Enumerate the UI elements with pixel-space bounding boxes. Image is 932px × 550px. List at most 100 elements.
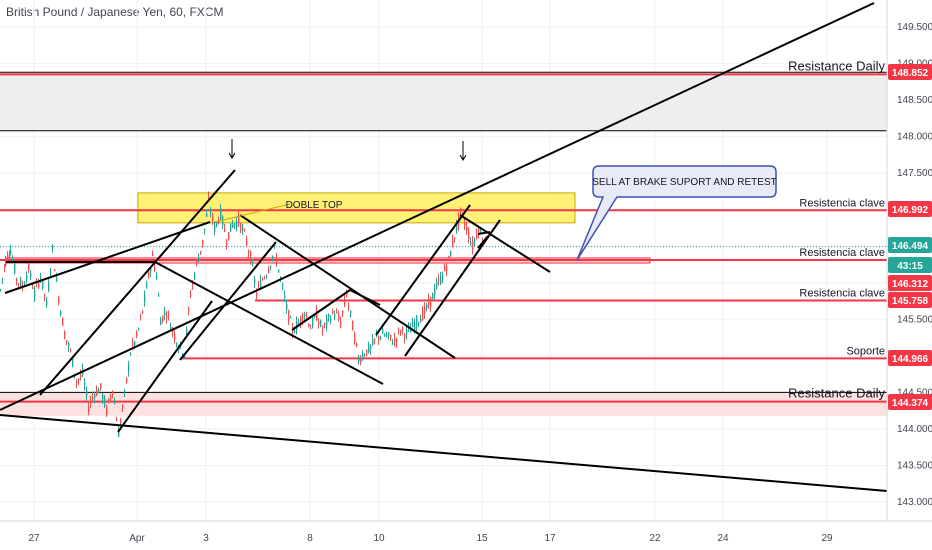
candle-body — [132, 342, 134, 346]
candle-body — [266, 275, 268, 277]
candle-body — [186, 328, 188, 335]
candle-body — [336, 312, 338, 314]
x-tick-label: 17 — [544, 533, 556, 544]
candle-body — [286, 303, 288, 310]
candle-body — [426, 304, 428, 308]
candle-body — [116, 419, 118, 422]
candle-body — [240, 223, 242, 232]
price-tag-label: 146.992 — [892, 205, 929, 216]
y-tick-label: 144.500 — [897, 387, 932, 398]
resistance-daily-zone-top — [0, 72, 887, 131]
candle-body — [454, 237, 456, 239]
candle-body — [222, 216, 224, 225]
candle-body — [200, 251, 202, 253]
candle-body — [202, 239, 204, 245]
candle-body — [416, 316, 418, 326]
candle-body — [216, 221, 218, 225]
candle-body — [338, 315, 340, 320]
price-tag — [888, 64, 932, 80]
candle-body — [166, 315, 168, 318]
candle-body — [444, 266, 446, 271]
candle-body — [320, 320, 322, 327]
level-label: Resistance Daily — [788, 386, 885, 401]
doble-top-connector — [214, 203, 291, 223]
candle-body — [252, 263, 254, 266]
candle-body — [246, 240, 248, 245]
candle-body — [260, 280, 262, 290]
candle-body — [456, 224, 458, 231]
candle-body — [364, 355, 366, 357]
candle-body — [396, 338, 398, 343]
candle-body — [64, 332, 66, 339]
price-tag-label: 144.966 — [892, 354, 929, 365]
candle-body — [214, 224, 216, 232]
down-arrow-icon — [228, 152, 236, 159]
candle-body — [360, 359, 362, 363]
candle-body — [412, 321, 414, 328]
candle-body — [210, 212, 212, 214]
candle-body — [418, 322, 420, 325]
candle-body — [120, 419, 122, 423]
candle-body — [328, 314, 330, 318]
candle-body — [302, 313, 304, 322]
candle-body — [440, 276, 442, 284]
candle-body — [316, 310, 318, 321]
candle-body — [96, 389, 98, 396]
candle-body — [258, 284, 260, 286]
candle-body — [304, 314, 306, 317]
candle-body — [280, 277, 282, 279]
trendline — [477, 235, 489, 249]
candle-body — [136, 332, 138, 337]
candle-body — [438, 279, 440, 281]
y-tick-label: 148.000 — [897, 132, 932, 143]
candle-body — [404, 334, 406, 339]
candle-body — [264, 277, 266, 279]
levels: Resistance Daily Resistencia clave Resiste… — [0, 58, 887, 403]
candle-body — [420, 318, 422, 323]
candle-body — [322, 330, 324, 332]
candle-body — [318, 321, 320, 326]
candle-body — [114, 402, 116, 404]
candle-body — [5, 259, 7, 266]
candle-body — [332, 310, 334, 314]
candle-body — [182, 353, 184, 355]
candle-body — [76, 382, 78, 384]
candle-body — [432, 293, 434, 300]
candle-body — [284, 295, 286, 298]
candle-body — [352, 321, 354, 331]
x-tick-label: Apr — [129, 533, 145, 544]
callout-balloon — [576, 165, 777, 261]
trendline — [291, 289, 351, 331]
x-tick-label: 15 — [476, 533, 488, 544]
candle-body — [468, 231, 470, 239]
candle-body — [242, 227, 244, 231]
candle-body — [176, 342, 178, 346]
callout-label: SELL AT BRAKE SUPORT AND RETEST — [592, 177, 777, 188]
candle-body — [138, 328, 140, 330]
level-label: Resistance Daily — [788, 58, 885, 73]
candle-body — [232, 223, 234, 228]
candle-body — [384, 334, 386, 337]
candle-body — [380, 336, 382, 339]
candle-body — [324, 323, 326, 325]
candle-body — [344, 298, 346, 305]
candle-body — [248, 251, 250, 253]
candle-body — [334, 314, 336, 317]
candle-body — [110, 396, 112, 399]
candle-body — [474, 239, 476, 242]
candle-body — [464, 222, 466, 226]
candle-body — [278, 269, 280, 273]
candle-body — [270, 266, 272, 268]
candle-body — [294, 331, 296, 333]
candle-body — [134, 341, 136, 346]
candle-body — [250, 251, 252, 264]
candle-body — [478, 228, 480, 234]
price-tag-label: 144.374 — [892, 398, 929, 409]
candle-body — [24, 283, 26, 285]
candle-body — [108, 398, 110, 403]
x-tick-label: 22 — [649, 533, 661, 544]
candle-body — [158, 295, 160, 297]
candle-body — [442, 274, 444, 280]
candle-body — [164, 312, 166, 316]
